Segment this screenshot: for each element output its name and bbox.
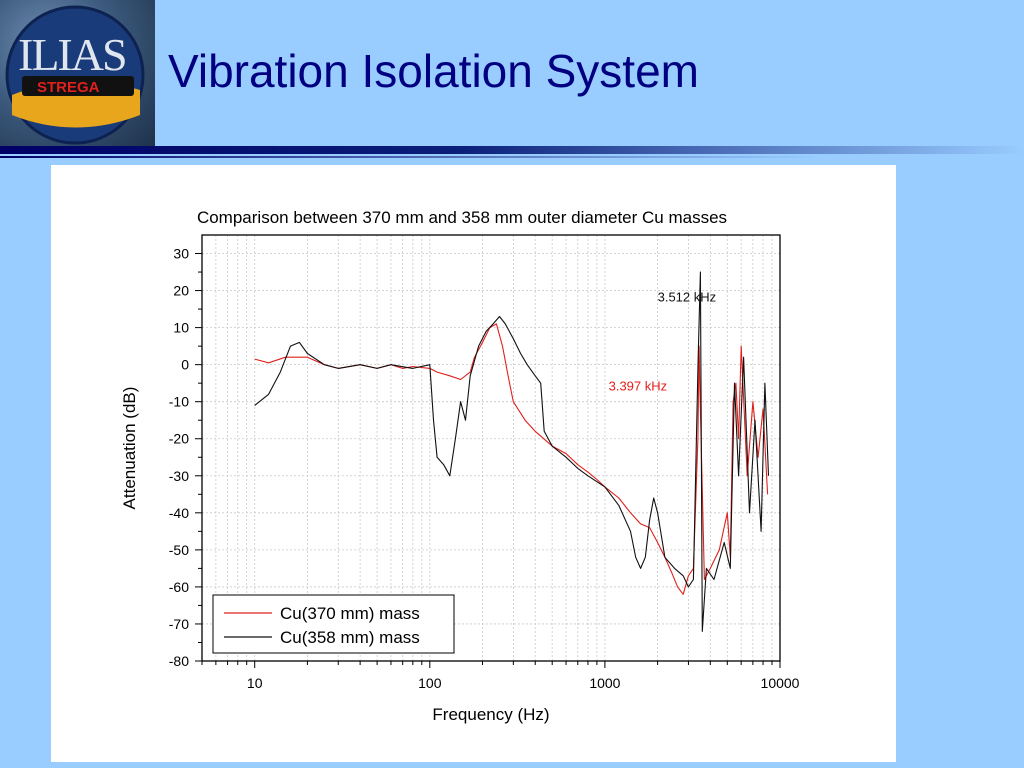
- chart-svg: Comparison between 370 mm and 358 mm out…: [120, 208, 800, 724]
- series-line-cu-370-mm-mass: [254, 323, 769, 595]
- slide-title: Vibration Isolation System: [168, 45, 699, 97]
- y-axis-label: Attenuation (dB): [120, 387, 139, 510]
- peak-annotation: 3.397 kHz: [609, 379, 668, 394]
- chart-title: Comparison between 370 mm and 358 mm out…: [197, 208, 727, 227]
- title-divider: [0, 146, 1024, 154]
- series-layer: [254, 271, 770, 632]
- series-line-cu-358-mm-mass: [254, 271, 770, 632]
- logo-text: ILIAS: [18, 29, 128, 80]
- y-tick-label: 0: [181, 357, 189, 373]
- x-tick-label: 100: [418, 675, 442, 691]
- annotations: 3.512 kHz 3.397 kHz: [609, 290, 717, 394]
- x-tick-label: 10000: [761, 675, 800, 691]
- y-tick-label: -60: [169, 579, 189, 595]
- y-tick-label: -40: [169, 505, 189, 521]
- title-divider-thin: [0, 156, 1024, 158]
- chart-panel: Comparison between 370 mm and 358 mm out…: [51, 165, 896, 762]
- x-axis-label: Frequency (Hz): [432, 705, 549, 724]
- y-tick-label: 20: [173, 283, 189, 299]
- ticks: 10 100 1000 100003020100-10-20-30-40-50-60-…: [169, 246, 800, 691]
- y-tick-label: -50: [169, 542, 189, 558]
- x-tick-label: 1000: [589, 675, 620, 691]
- legend-label: Cu(370 mm) mass: [280, 604, 420, 623]
- y-tick-label: -70: [169, 616, 189, 632]
- y-tick-label: -80: [169, 653, 189, 669]
- x-tick-label: 10: [247, 675, 263, 691]
- ilias-strega-logo: ILIAS STREGA: [0, 0, 155, 150]
- logo-subtext: STREGA: [37, 79, 100, 96]
- y-tick-label: -10: [169, 394, 189, 410]
- grid: [201, 235, 780, 662]
- y-tick-label: 30: [173, 246, 189, 262]
- peak-annotation: 3.512 kHz: [658, 290, 717, 305]
- legend: Cu(370 mm) mass Cu(358 mm) mass: [212, 594, 455, 654]
- y-tick-label: -20: [169, 431, 189, 447]
- plot-frame: [201, 234, 781, 662]
- y-tick-label: -30: [169, 468, 189, 484]
- legend-box: [212, 594, 455, 654]
- legend-label: Cu(358 mm) mass: [280, 628, 420, 647]
- y-tick-label: 10: [173, 320, 189, 336]
